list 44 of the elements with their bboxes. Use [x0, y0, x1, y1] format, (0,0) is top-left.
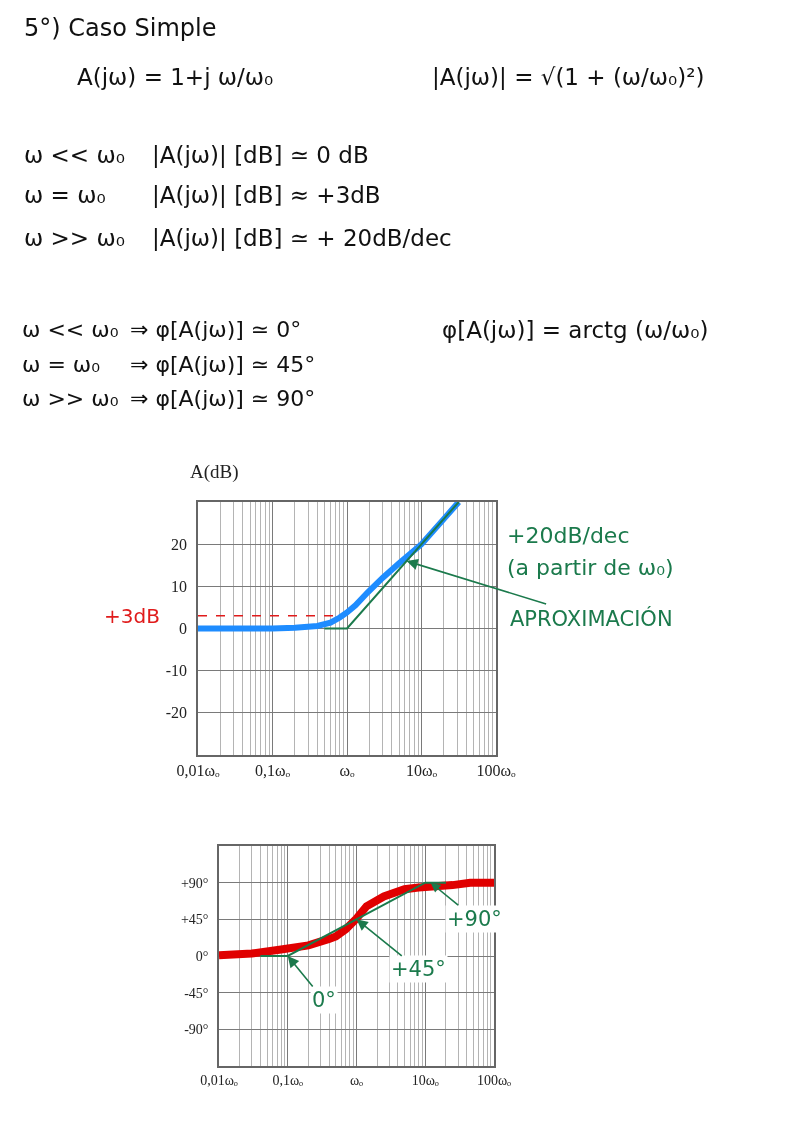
annotation: +45° — [391, 957, 446, 981]
x-tick-label: 100ωₒ — [476, 1072, 512, 1088]
annotation: APROXIMACIÓN — [510, 606, 673, 631]
y-tick-label: -10 — [165, 662, 188, 680]
y-tick-label: 0° — [195, 948, 209, 964]
y-axis-title: A(dB) — [190, 461, 239, 483]
x-tick-label: 0,01ωₒ — [176, 761, 220, 779]
annotation: +90° — [447, 907, 502, 931]
text: |A(jω)| [dB] ≃ 0 dB — [152, 142, 369, 168]
annotation: 0° — [312, 988, 336, 1012]
x-tick-label: 10ωₒ — [405, 761, 438, 779]
text: |A(jω)| [dB] ≈ +3dB — [152, 182, 381, 208]
y-tick-label: -45° — [184, 985, 209, 1001]
y-tick-label: 0 — [179, 620, 188, 638]
x-tick-label: ωₒ — [349, 1072, 364, 1088]
text: ⇒ φ[A(jω)] ≃ 0° — [130, 317, 302, 342]
chart-title: 5°) Caso Simple — [24, 14, 217, 42]
y-tick-label: -90° — [184, 1022, 209, 1038]
x-tick-label: 0,1ωₒ — [254, 761, 291, 779]
x-tick-label: ωₒ — [339, 761, 355, 779]
text: +20dB/dec — [507, 523, 630, 548]
y-tick-label: 10 — [171, 577, 188, 595]
x-tick-label: 100ωₒ — [476, 761, 516, 779]
y-tick-label: +90° — [180, 875, 209, 891]
x-tick-label: 0,1ωₒ — [272, 1072, 304, 1088]
series-label: +3dB — [104, 604, 160, 628]
text: ⇒ φ[A(jω)] ≃ 45° — [130, 352, 316, 377]
text: ω << ω₀ — [24, 142, 125, 168]
text: ω >> ω₀ — [22, 386, 119, 411]
text: |A(jω)| [dB] ≃ + 20dB/dec — [152, 225, 452, 251]
y-tick-label: +45° — [180, 912, 209, 928]
text: |A(jω)| = √(1 + (ω/ω₀)²) — [432, 64, 705, 90]
x-tick-label: 0,01ωₒ — [200, 1072, 238, 1088]
text: ⇒ φ[A(jω)] ≃ 90° — [130, 386, 316, 411]
x-tick-label: 10ωₒ — [411, 1072, 439, 1088]
y-tick-label: 20 — [171, 535, 188, 553]
text: (a partir de ω₀) — [507, 555, 674, 580]
text: φ[A(jω)] = arctg (ω/ω₀) — [442, 317, 709, 343]
text: ω = ω₀ — [22, 352, 101, 377]
text: ω >> ω₀ — [24, 225, 125, 251]
text: ω = ω₀ — [24, 182, 106, 208]
y-tick-label: -20 — [165, 704, 188, 722]
text: A(jω) = 1+j ω/ω₀ — [77, 64, 274, 90]
text: ω << ω₀ — [22, 317, 119, 342]
